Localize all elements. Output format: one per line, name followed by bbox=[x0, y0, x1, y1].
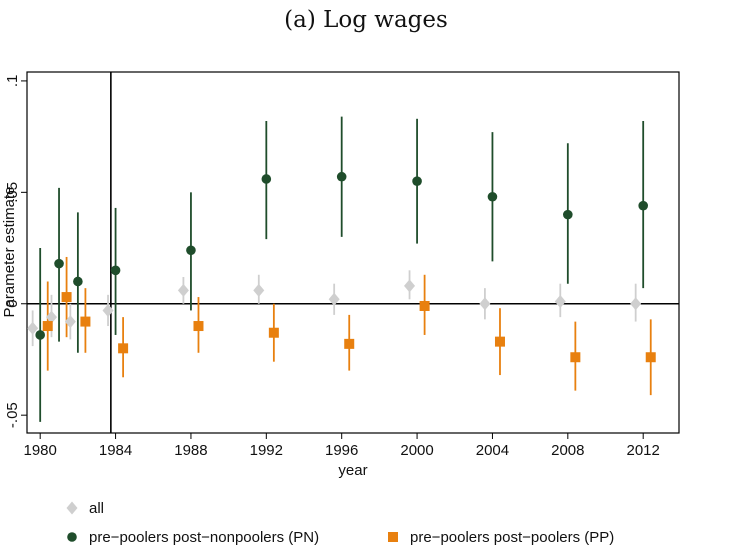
x-tick-label-1996: 1996 bbox=[325, 442, 358, 459]
x-tick-label-2004: 2004 bbox=[476, 442, 509, 459]
y-axis: -.05 0 .05 .1 bbox=[4, 75, 27, 428]
y-tick-label-2: .05 bbox=[4, 182, 21, 203]
legend-marker-pn bbox=[67, 532, 77, 542]
marker-all-1982 bbox=[64, 315, 76, 329]
marker-pn-1981 bbox=[54, 258, 64, 269]
x-tick-label-1980: 1980 bbox=[24, 442, 57, 459]
marker-pn-2008 bbox=[563, 209, 573, 220]
marker-pp-1992 bbox=[268, 327, 279, 338]
marker-pp-1982 bbox=[80, 316, 91, 327]
marker-pn-1992 bbox=[261, 174, 272, 184]
marker-pn-1988 bbox=[186, 245, 196, 256]
reference-lines bbox=[27, 72, 679, 433]
marker-all-1988 bbox=[177, 283, 189, 297]
marker-all-2000 bbox=[404, 279, 416, 293]
legend-item-all: all bbox=[66, 500, 104, 517]
y-tick-label-3: .1 bbox=[4, 75, 21, 88]
marker-all-1984 bbox=[102, 303, 114, 317]
legend-marker-all bbox=[66, 501, 78, 515]
x-tick-label-2008: 2008 bbox=[551, 442, 584, 459]
marker-all-1992 bbox=[253, 283, 265, 297]
x-axis-label: year bbox=[338, 462, 367, 479]
marker-pp-1980 bbox=[42, 321, 53, 332]
x-tick-label-1988: 1988 bbox=[174, 442, 207, 459]
x-tick-label-2000: 2000 bbox=[400, 442, 433, 459]
marker-all-2008 bbox=[554, 295, 566, 309]
x-tick-label-1984: 1984 bbox=[99, 442, 132, 459]
chart-title: (a) Log wages bbox=[284, 7, 448, 33]
marker-all-1996 bbox=[328, 292, 340, 306]
x-tick-label-2012: 2012 bbox=[627, 442, 660, 459]
legend-label-pp: pre−poolers post−poolers (PP) bbox=[410, 529, 614, 546]
marker-pp-2012 bbox=[645, 352, 656, 363]
plot-area bbox=[26, 71, 680, 434]
y-tick-label-0: -.05 bbox=[4, 402, 21, 428]
marker-pp-2008 bbox=[570, 352, 581, 363]
legend: all pre−poolers post−nonpoolers (PN) pre… bbox=[66, 500, 614, 546]
marker-pp-1981 bbox=[61, 292, 72, 303]
y-tick-label-1: 0 bbox=[4, 300, 21, 308]
marker-pn-2012 bbox=[638, 200, 648, 211]
marker-all-2004 bbox=[479, 297, 491, 311]
marker-pp-1996 bbox=[344, 338, 355, 349]
plot-frame bbox=[26, 71, 680, 434]
marker-all-2012 bbox=[630, 297, 642, 311]
markers bbox=[27, 171, 656, 363]
marker-pp-1984 bbox=[118, 343, 129, 354]
marker-pn-2000 bbox=[412, 176, 422, 186]
error-bars bbox=[31, 116, 652, 422]
legend-marker-pp bbox=[388, 532, 398, 542]
marker-pp-2004 bbox=[494, 336, 505, 347]
marker-pp-2000 bbox=[419, 300, 430, 311]
legend-label-all: all bbox=[89, 500, 104, 517]
x-tick-label-1992: 1992 bbox=[250, 442, 283, 459]
legend-item-pn: pre−poolers post−nonpoolers (PN) bbox=[67, 529, 319, 546]
legend-label-pn: pre−poolers post−nonpoolers (PN) bbox=[89, 529, 319, 546]
marker-pn-2004 bbox=[487, 191, 498, 202]
marker-pp-1988 bbox=[193, 321, 204, 332]
marker-pn-1984 bbox=[110, 265, 121, 276]
marker-all-1980 bbox=[27, 321, 39, 335]
marker-all-1981 bbox=[45, 310, 57, 324]
x-axis: 1980 1984 1988 1992 1996 2000 2004 2008 2012 bbox=[24, 433, 660, 459]
legend-item-pp: pre−poolers post−poolers (PP) bbox=[388, 529, 614, 546]
marker-pn-1980 bbox=[35, 330, 45, 340]
marker-pn-1982 bbox=[73, 276, 83, 287]
marker-pn-1996 bbox=[336, 171, 347, 182]
y-axis-label: Parameter estimate bbox=[1, 187, 18, 318]
